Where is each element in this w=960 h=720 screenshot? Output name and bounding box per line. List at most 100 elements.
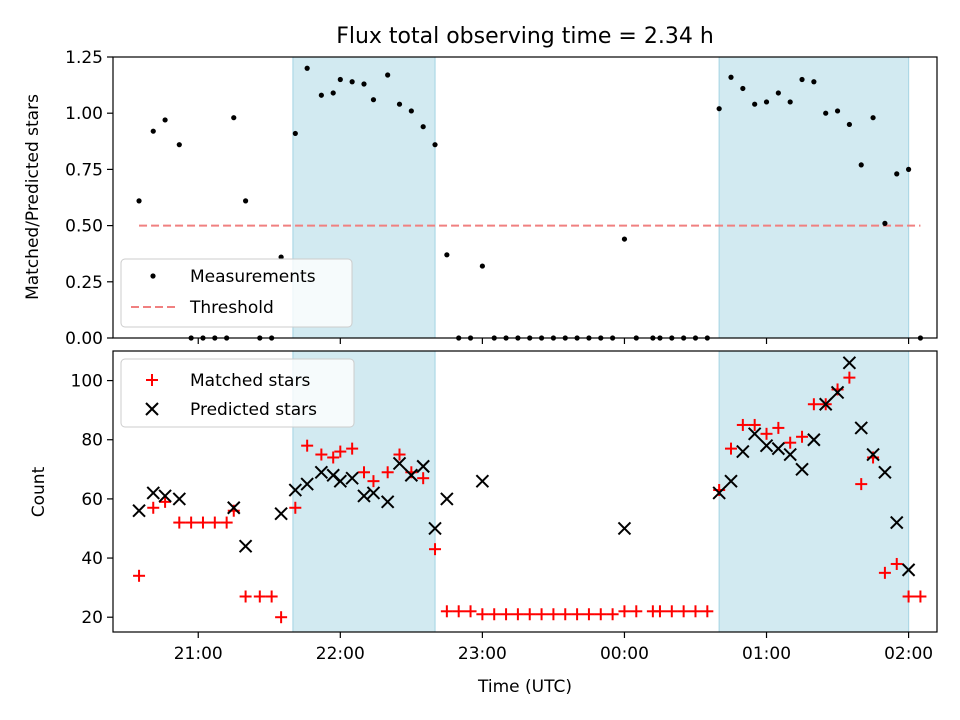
matched-star-point [890,557,903,570]
matched-star-point [239,590,252,603]
predicted-star-mark [300,477,314,491]
measurement-point [231,115,237,121]
count-points [132,356,927,624]
matched-star-point [547,608,560,621]
predicted-star-mark [795,462,809,477]
matched-star-point [464,605,477,618]
measurement-point [858,162,864,168]
matched-star-point [701,605,714,618]
y-tick-label: 60 [81,490,103,510]
matched-star-point [289,501,302,514]
predicted-star-point [227,501,241,515]
matched-star-point [843,371,856,384]
predicted-star-mark [712,486,726,500]
predicted-star-point [172,492,187,506]
matched-star-point [878,566,891,579]
predicted-star-mark [617,521,632,536]
matched-star-point [760,427,773,440]
matched-star-point [346,442,359,455]
matched-star-point [476,608,489,621]
x-tick-label: 21:00 [174,644,223,664]
measurement-point [370,97,377,103]
measurement-point [242,198,249,204]
matched-star-point [677,605,690,618]
measurement-point [136,198,142,204]
matched-star-point [367,475,380,488]
top-y-axis-label: Matched/Predicted stars [23,94,43,300]
bottom-shaded-intervals [292,351,910,632]
legend-measurements-marker [150,273,156,279]
predicted-star-point [416,459,430,474]
measurement-point [396,101,403,107]
y-tick-label: 40 [81,549,103,569]
predicted-star-mark [771,441,786,456]
predicted-star-mark [878,465,892,479]
x-tick-label: 22:00 [316,644,365,664]
matched-star-point [159,495,172,508]
measurement-point [304,65,310,71]
predicted-star-mark [890,515,904,530]
measurement-point [811,79,817,85]
predicted-star-point [724,474,738,488]
legend-matched-marker [146,374,158,386]
predicted-star-point [747,427,762,441]
predicted-star-point [807,433,821,447]
matched-star-point [630,605,643,618]
predicted-star-mark [736,444,750,459]
measurement-point [894,171,900,177]
y-tick-label: 0.25 [65,273,103,293]
matched-star-point [253,590,266,603]
predicted-star-point [132,504,146,518]
predicted-star-point [830,385,845,400]
predicted-star-mark [807,433,821,447]
predicted-star-mark [132,504,146,518]
predicted-star-mark [238,539,253,553]
measurement-point [763,99,770,105]
matched-star-point [511,608,524,621]
predicted-star-point [475,474,490,488]
predicted-star-mark [819,397,833,411]
predicted-star-point [842,356,857,370]
predicted-star-point [736,444,750,459]
y-tick-label: 100 [71,372,103,392]
matched-star-point [725,442,737,455]
predicted-star-point [617,521,632,536]
predicted-star-mark [314,465,329,479]
matched-star-point [334,445,347,458]
y-tick-label: 1.25 [65,48,103,68]
matched-star-point [582,608,595,621]
bottom-y-axis-label: Count [29,466,49,517]
predicted-star-point [783,447,797,462]
legend-predicted-label: Predicted stars [190,400,317,420]
top-plot-frame [112,56,938,339]
predicted-star-point [288,483,303,497]
predicted-star-mark [392,456,407,471]
matched-star-point [440,605,453,618]
predicted-star-point [795,462,809,477]
predicted-star-mark [227,501,241,515]
x-axis-label: Time (UTC) [477,677,572,697]
bottom-y-ticks: 20 40 60 80 100 [71,372,113,628]
measurement-point [740,85,746,92]
measurement-point [882,220,888,226]
measurement-point [361,81,367,87]
matched-star-point [327,451,340,464]
matched-star-point [393,448,406,461]
predicted-star-point [345,471,359,485]
predicted-star-mark [475,474,490,488]
predicted-star-mark [274,506,288,521]
predicted-star-point [854,421,868,435]
measurement-point [150,128,156,134]
measurement-point [846,121,852,128]
matched-star-point [265,590,278,603]
matched-star-point [417,472,430,485]
predicted-star-mark [404,468,419,482]
matched-star-point [796,430,809,443]
predicted-star-point [428,521,442,536]
predicted-star-point [274,506,288,521]
matched-star-point [500,608,513,621]
matched-star-point [173,516,186,529]
bottom-legend-box [120,358,355,428]
predicted-star-point [759,438,774,453]
predicted-star-point [890,515,904,530]
